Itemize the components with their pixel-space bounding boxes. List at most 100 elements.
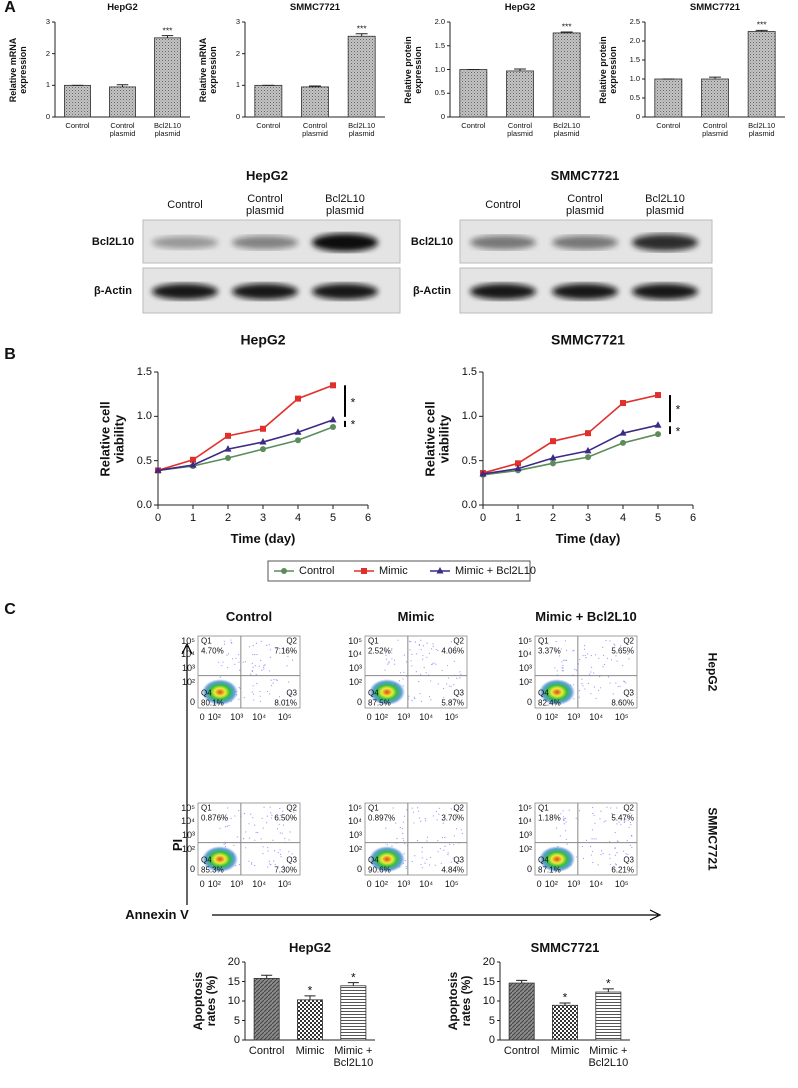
data-point (330, 423, 336, 430)
flow-event (629, 844, 632, 846)
x-tick-label: 10³ (230, 879, 244, 890)
y-tick-label: 10⁵ (518, 802, 532, 813)
x-tick-label: 10⁵ (277, 879, 292, 890)
x-tick-label: Control plasmid (302, 121, 328, 139)
panel-label: A (4, 0, 16, 17)
x-tick-label: 10⁴ (252, 879, 267, 890)
flow-event (582, 654, 584, 657)
flow-event (261, 817, 263, 819)
flow-event (230, 817, 232, 820)
y-tick-label: 1.5 (136, 365, 152, 378)
flow-event (453, 809, 455, 811)
flow-event (561, 670, 563, 672)
flow-event (615, 864, 618, 866)
legend-marker (436, 567, 444, 574)
y-tick-label: 20 (482, 955, 495, 968)
data-point (585, 454, 591, 461)
y-tick-label: 10⁴ (518, 816, 532, 827)
significance-label: *** (756, 19, 767, 30)
flow-event (449, 650, 451, 652)
quadrant-percent: 6.21% (611, 865, 634, 875)
flow-event (271, 817, 273, 819)
bar (508, 982, 535, 1041)
flow-event (611, 813, 613, 815)
flow-event (391, 648, 393, 650)
flow-event (566, 843, 568, 845)
y-tick-label: 10⁴ (348, 816, 362, 827)
flow-event (262, 827, 264, 829)
flow-event (593, 686, 595, 688)
data-point (224, 445, 232, 452)
significance-label: * (350, 417, 356, 432)
flow-event (270, 685, 273, 687)
flow-event (421, 847, 423, 849)
flow-event (444, 845, 446, 847)
quadrant-name: Q1 (201, 803, 212, 813)
series-line (157, 426, 334, 472)
flow-event (575, 669, 578, 671)
flow-event (629, 821, 632, 824)
lane-label: Control plasmid (246, 192, 284, 217)
bar (64, 84, 91, 118)
flow-event (422, 654, 424, 657)
data-point (225, 455, 231, 462)
y-tick-label: 10² (348, 843, 362, 854)
flow-event (252, 685, 254, 687)
x-tick-label: 10⁴ (419, 712, 434, 723)
flow-event (623, 821, 625, 823)
x-tick-label: 10³ (567, 879, 581, 890)
flow-event (259, 700, 262, 702)
flow-event (453, 660, 455, 662)
flow-event (600, 850, 603, 852)
flow-event (600, 810, 602, 812)
flow-event (219, 648, 221, 651)
flow-event (262, 846, 264, 848)
x-arrow (212, 909, 662, 921)
y-tick-label: 15 (482, 975, 495, 988)
flow-event (273, 860, 275, 862)
quadrant-percent: 5.65% (611, 646, 634, 656)
flow-event (572, 650, 574, 652)
blot-row-label: β-Actin (94, 284, 132, 297)
flow-event (385, 658, 388, 660)
error-bar (755, 29, 768, 32)
x-tick-label: 10⁴ (419, 879, 434, 890)
blot-row-label: Bcl2L10 (91, 235, 135, 248)
y-axis-label: Relative protein expression (598, 35, 618, 104)
flow-event (614, 644, 616, 646)
quadrant-percent: 6.50% (274, 813, 297, 823)
flow-event (423, 666, 425, 669)
chart-title: SMMC7721 (530, 939, 600, 955)
significance-label: * (562, 990, 568, 1005)
flow-event (438, 807, 440, 809)
quadrant-percent: 5.47% (611, 813, 634, 823)
y-tick-label: 1.0 (461, 410, 477, 423)
flow-event (616, 852, 618, 854)
flow-event (627, 853, 629, 855)
y-tick-label: 0 (233, 1033, 240, 1046)
flow-event (614, 847, 616, 849)
flow-event (605, 639, 607, 642)
flow-event (456, 865, 458, 867)
flow-event (422, 658, 424, 660)
quadrant-percent: 4.84% (441, 865, 464, 875)
y-axis-label: PI (169, 838, 185, 852)
data-point (515, 460, 521, 467)
quadrant-name: Q3 (286, 688, 297, 698)
flow-population (539, 846, 575, 873)
y-tick-label: 0 (356, 697, 362, 708)
flow-event (618, 821, 620, 823)
flow-event (581, 678, 583, 680)
flow-event (607, 676, 610, 678)
flow-population (202, 679, 238, 706)
y-tick-label: 10⁵ (348, 802, 362, 813)
flow-event (581, 845, 584, 848)
flow-event (606, 806, 608, 808)
flow-event (250, 863, 253, 865)
flow-event (410, 660, 412, 662)
flow-event (578, 810, 581, 812)
lane-label: Bcl2L10 plasmid (325, 192, 365, 217)
flow-event (430, 680, 432, 682)
data-point (655, 431, 661, 438)
flow-event (602, 654, 605, 656)
